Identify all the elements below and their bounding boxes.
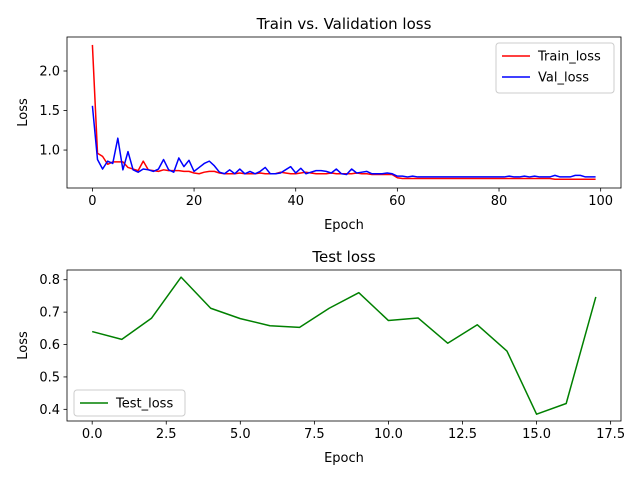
x-axis-label: Epoch [324, 218, 364, 233]
x-tick-label: 20 [186, 194, 203, 209]
x-tick-label: 15.0 [522, 427, 551, 442]
y-tick-label: 1.5 [39, 104, 60, 119]
chart-title: Test loss [311, 248, 375, 266]
x-tick-label: 40 [287, 194, 304, 209]
legend-label: Val_loss [538, 71, 589, 86]
test-loss-panel: Test loss 0.0 2.5 5.0 7.5 10.0 12.5 15.0 17.5 0.4… [16, 248, 625, 466]
y-tick-label: 2.0 [39, 64, 60, 79]
y-axis-label: Loss [16, 98, 31, 127]
axes-frame [66, 269, 622, 422]
x-axis-label: Epoch [324, 451, 364, 466]
y-axis-label: Loss [16, 331, 31, 360]
x-tick-label: 60 [389, 194, 406, 209]
train-validation-loss-panel: Train vs. Validation loss 0 20 40 60 80 100 1.0… [16, 15, 622, 233]
legend-label: Test_loss [115, 397, 173, 412]
chart-title: Train vs. Validation loss [256, 15, 432, 33]
x-tick-label: 17.5 [596, 427, 625, 442]
y-tick-label: 0.6 [39, 338, 60, 353]
x-tick-label: 12.5 [448, 427, 477, 442]
x-tick-label: 5.0 [230, 427, 251, 442]
x-tick-label: 10.0 [374, 427, 403, 442]
legend-box [73, 389, 186, 417]
series-line-test-loss [91, 276, 597, 415]
x-tick-label: 2.5 [156, 427, 177, 442]
y-tick-label: 0.4 [39, 403, 60, 418]
x-tick-label: 0.0 [82, 427, 103, 442]
y-tick-label: 0.7 [39, 306, 60, 321]
y-tick-label: 0.8 [39, 273, 60, 288]
legend-label: Train_loss [537, 50, 601, 65]
axes-frame [66, 36, 622, 189]
x-tick-label: 100 [588, 194, 613, 209]
x-tick-label: 7.5 [304, 427, 325, 442]
x-tick-label: 80 [491, 194, 508, 209]
series-line-val-loss [91, 105, 596, 178]
y-tick-label: 1.0 [39, 144, 60, 159]
x-tick-label: 0 [88, 194, 96, 209]
y-tick-label: 0.5 [39, 370, 60, 385]
